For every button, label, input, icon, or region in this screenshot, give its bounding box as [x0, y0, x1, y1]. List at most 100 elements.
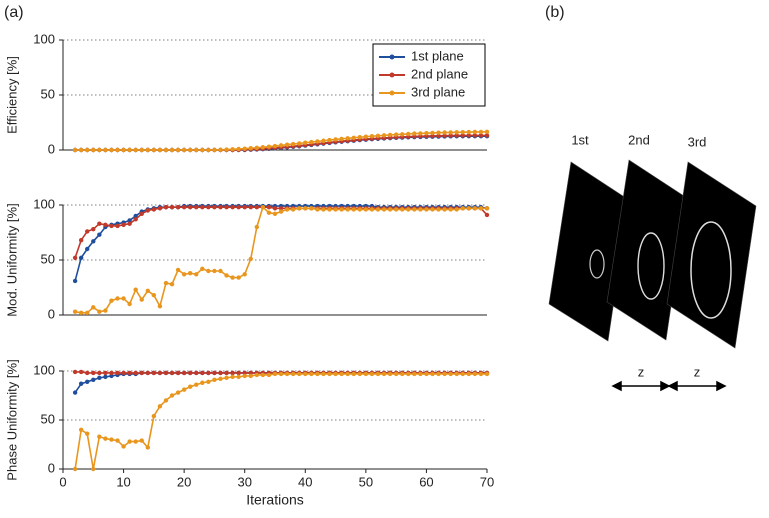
point — [248, 205, 253, 210]
point — [412, 207, 417, 212]
legend-label: 2nd plane — [411, 66, 468, 81]
point — [115, 147, 120, 153]
point — [72, 147, 78, 153]
point — [230, 205, 235, 210]
point — [175, 205, 181, 210]
point — [363, 371, 369, 377]
point — [200, 147, 205, 153]
point — [478, 129, 484, 135]
point — [297, 141, 302, 146]
point — [357, 371, 362, 377]
point — [393, 371, 399, 377]
point — [175, 267, 181, 273]
point — [127, 301, 132, 307]
point — [448, 133, 453, 138]
y-tick-label: 50 — [41, 86, 55, 101]
point — [206, 205, 211, 210]
point — [309, 371, 314, 377]
spacing-label: z — [638, 364, 645, 379]
point — [97, 232, 102, 237]
point — [248, 373, 253, 379]
point — [206, 370, 211, 376]
point — [369, 371, 375, 377]
point — [163, 280, 169, 286]
point — [163, 147, 169, 153]
point — [169, 370, 175, 376]
point — [236, 146, 241, 152]
point — [484, 133, 490, 138]
point — [212, 377, 217, 383]
point — [369, 207, 375, 212]
point — [139, 211, 144, 216]
point — [109, 437, 114, 442]
point — [369, 134, 375, 139]
point — [224, 205, 229, 210]
point — [121, 147, 126, 153]
point — [236, 275, 241, 280]
point — [218, 370, 223, 376]
point — [97, 309, 102, 314]
point — [290, 207, 296, 212]
point — [72, 255, 78, 260]
x-tick-label: 30 — [237, 474, 251, 489]
point — [272, 206, 278, 211]
point — [387, 207, 393, 212]
point — [303, 371, 308, 377]
point — [272, 211, 278, 216]
point — [254, 224, 260, 230]
point — [218, 268, 223, 274]
plane — [606, 159, 688, 341]
point — [218, 376, 223, 382]
y-tick-label: 100 — [33, 196, 55, 211]
point — [418, 131, 423, 136]
point — [412, 131, 417, 136]
point — [272, 143, 278, 149]
point — [345, 136, 350, 141]
point — [139, 370, 144, 376]
point — [157, 304, 163, 309]
point — [406, 371, 411, 377]
point — [139, 438, 144, 443]
point — [121, 370, 126, 376]
point — [278, 206, 284, 211]
point — [145, 445, 150, 450]
point — [133, 439, 138, 444]
x-tick-label: 70 — [480, 474, 494, 489]
series-line — [74, 205, 487, 314]
point — [478, 371, 484, 377]
point — [200, 370, 205, 376]
point — [151, 147, 157, 153]
point — [133, 370, 138, 376]
point — [188, 205, 193, 210]
point — [436, 371, 441, 377]
point — [97, 147, 102, 153]
point — [333, 137, 338, 142]
point — [115, 223, 120, 229]
point — [460, 129, 465, 135]
point — [472, 206, 478, 211]
plane-label: 1st — [571, 132, 589, 147]
point — [194, 205, 199, 210]
spacing-arrows — [611, 380, 727, 392]
point — [418, 207, 423, 212]
legend-marker — [389, 90, 395, 96]
y-axis-label: Phase Uniformity [%] — [4, 359, 19, 480]
plane-diagram: 1st 2nd 3rd z z — [548, 132, 757, 392]
point — [236, 370, 241, 376]
point — [333, 207, 338, 212]
point — [406, 131, 411, 137]
point — [206, 147, 211, 153]
point — [194, 147, 199, 153]
point — [85, 431, 90, 436]
point — [333, 371, 338, 377]
point — [484, 206, 490, 211]
panel-label: (a) — [4, 4, 24, 21]
point — [284, 142, 290, 147]
point — [72, 309, 78, 314]
point — [460, 133, 465, 138]
x-tick-label: 0 — [59, 474, 66, 489]
point — [151, 413, 157, 419]
point — [284, 207, 290, 212]
point — [284, 371, 290, 377]
point — [393, 132, 399, 137]
